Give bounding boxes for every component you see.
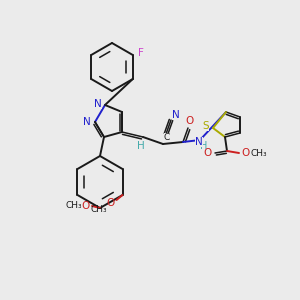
Text: O: O <box>204 148 212 158</box>
Text: N: N <box>83 117 91 127</box>
Text: N: N <box>172 110 180 120</box>
Text: O: O <box>106 198 115 208</box>
Text: H: H <box>137 141 145 151</box>
Text: O: O <box>186 116 194 126</box>
Text: N: N <box>94 99 102 109</box>
Text: S: S <box>203 121 209 131</box>
Text: H: H <box>200 141 208 151</box>
Text: O: O <box>82 201 90 211</box>
Text: CH₃: CH₃ <box>66 202 82 211</box>
Text: CH₃: CH₃ <box>90 205 107 214</box>
Text: CH₃: CH₃ <box>251 148 267 158</box>
Text: O: O <box>242 148 250 158</box>
Text: C: C <box>164 133 170 142</box>
Text: F: F <box>138 48 144 58</box>
Text: N: N <box>195 137 203 147</box>
